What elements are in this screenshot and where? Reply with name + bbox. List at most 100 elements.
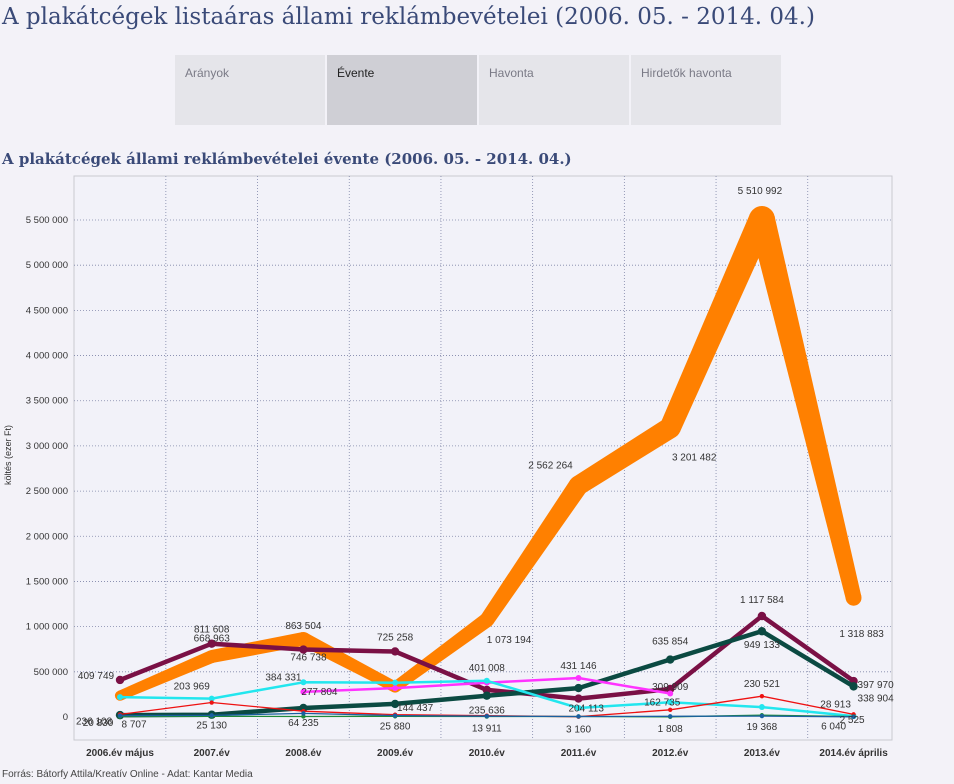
data-label: 2 562 264 xyxy=(528,460,573,471)
y-tick-label: 1 000 000 xyxy=(26,622,68,633)
y-tick-label: 5 000 000 xyxy=(26,260,68,271)
source-note: Forrás: Bátorfy Attila/Kreatív Online - … xyxy=(2,769,253,780)
x-tick-label: 2010.év xyxy=(469,748,506,759)
data-point xyxy=(575,675,582,682)
data-point xyxy=(483,677,490,684)
data-point xyxy=(115,675,125,685)
data-label: 277 804 xyxy=(301,687,338,698)
data-label: 19 368 xyxy=(747,722,778,733)
data-point xyxy=(759,693,765,699)
tab-havonta[interactable]: Havonta xyxy=(479,55,629,125)
data-point xyxy=(300,688,307,695)
series-line-segment xyxy=(391,614,492,692)
data-label: 230 521 xyxy=(744,679,781,690)
page-title: A plakátcégek listaáras állami reklámbev… xyxy=(2,4,815,30)
y-tick-label: 4 000 000 xyxy=(26,351,68,362)
data-label: 397 970 xyxy=(858,680,895,691)
data-label: 668 963 xyxy=(194,634,231,645)
data-point xyxy=(390,647,400,656)
data-point xyxy=(479,612,495,628)
data-point xyxy=(574,694,583,703)
y-tick-label: 3 000 000 xyxy=(26,441,68,452)
data-point xyxy=(117,713,123,718)
x-tick-label: 2008.év xyxy=(285,748,322,759)
data-point xyxy=(207,639,216,648)
data-point xyxy=(300,679,307,686)
data-point xyxy=(392,713,398,718)
data-label: 635 854 xyxy=(652,637,689,648)
x-tick-label: 2011.év xyxy=(561,748,597,759)
data-point xyxy=(759,713,765,719)
data-point xyxy=(666,655,675,664)
y-tick-label: 2 000 000 xyxy=(26,531,68,542)
series-line-segment xyxy=(480,479,587,625)
data-label: 2 525 xyxy=(840,715,865,726)
data-label: 1 808 xyxy=(658,724,683,735)
x-tick-label: 2014.év április xyxy=(819,748,888,759)
y-tick-label: 5 500 000 xyxy=(26,215,68,226)
data-point xyxy=(574,683,583,693)
data-point xyxy=(851,714,856,719)
y-axis-label: költés (ezer Ft) xyxy=(3,425,13,485)
data-label: 401 008 xyxy=(469,663,506,674)
data-point xyxy=(576,714,581,719)
y-axis-ticks: 0 500 000 1 000 000 1 500 000 2 000 000 2 500… xyxy=(26,215,68,723)
data-point xyxy=(301,714,306,719)
data-label: 746 738 xyxy=(290,653,327,664)
data-label: 162 735 xyxy=(644,697,681,708)
data-point xyxy=(205,650,219,664)
data-point xyxy=(757,611,767,621)
data-point xyxy=(757,627,767,636)
data-point xyxy=(390,699,400,709)
data-label: 384 331 xyxy=(265,672,302,683)
x-axis-ticks: 2006.év május 2007.év 2008.év 2009.év 2010.é… xyxy=(86,748,888,759)
data-label: 725 258 xyxy=(377,632,414,643)
data-label: 236 108 xyxy=(76,717,113,728)
x-tick-label: 2006.év május xyxy=(86,748,154,759)
tab-hirdetok-havonta[interactable]: Hirdetők havonta xyxy=(631,55,781,125)
data-label: 20 830 xyxy=(83,718,114,729)
series-line-segment xyxy=(573,418,676,494)
y-tick-label: 4 500 000 xyxy=(26,305,68,316)
tab-evente[interactable]: Évente xyxy=(327,55,477,125)
data-label: 3 160 xyxy=(566,725,591,736)
data-label: 309 909 xyxy=(652,682,689,693)
data-point xyxy=(748,206,775,233)
y-tick-label: 2 500 000 xyxy=(26,486,68,497)
tab-aranyok[interactable]: Arányok xyxy=(175,55,325,125)
data-label: 1 318 883 xyxy=(839,629,884,640)
chart-title: A plakátcégek állami reklámbevételei éve… xyxy=(2,150,572,168)
data-label: 1 073 194 xyxy=(487,635,532,646)
data-label: 28 913 xyxy=(820,699,851,710)
data-label: 235 636 xyxy=(469,706,506,717)
data-point xyxy=(666,684,675,694)
data-point xyxy=(668,714,673,719)
data-point xyxy=(575,704,582,711)
data-point xyxy=(482,685,491,695)
x-tick-label: 2012.év xyxy=(652,748,689,759)
data-point xyxy=(849,682,858,691)
data-point xyxy=(845,589,862,606)
data-point xyxy=(117,694,123,701)
data-point xyxy=(299,645,308,654)
data-point xyxy=(667,690,674,697)
data-label: 863 504 xyxy=(285,621,322,632)
data-label: 204 113 xyxy=(569,704,605,715)
data-label: 431 146 xyxy=(560,661,597,672)
data-label: 203 969 xyxy=(174,682,211,693)
data-point xyxy=(301,711,306,716)
data-point xyxy=(667,699,674,706)
data-label: 3 201 482 xyxy=(672,453,717,464)
data-point xyxy=(209,713,214,718)
data-point xyxy=(484,713,489,719)
data-labels: 236 108 668 963 863 504 1 073 194 2 562 264 3… xyxy=(76,186,894,736)
data-label: 338 904 xyxy=(858,693,895,704)
data-label: 949 133 xyxy=(744,640,781,651)
data-label: 409 749 xyxy=(78,671,115,682)
data-label: 25 880 xyxy=(380,722,411,733)
data-point xyxy=(209,700,214,705)
data-label: 13 911 xyxy=(472,724,502,735)
data-label: 8 707 xyxy=(121,719,146,730)
data-point xyxy=(392,679,399,686)
series-line-segment xyxy=(749,215,862,600)
